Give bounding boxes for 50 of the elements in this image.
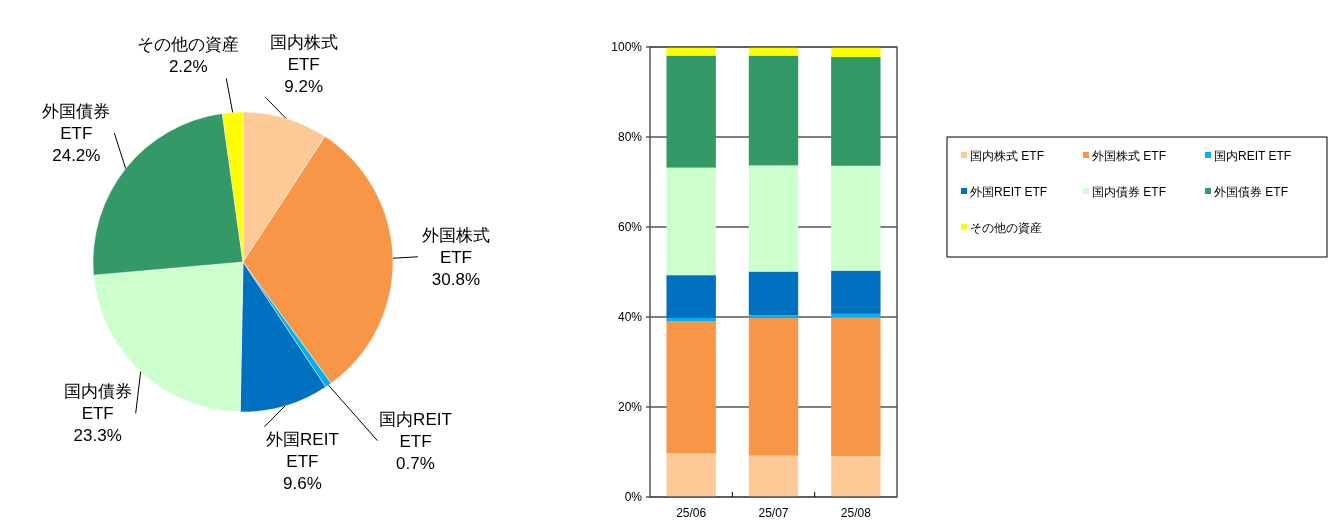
legend-label: その他の資産 (970, 221, 1042, 235)
bar (666, 321, 716, 454)
y-tick-label: 100% (611, 40, 643, 54)
bar (666, 275, 716, 318)
bar (831, 270, 881, 314)
bar (831, 456, 881, 497)
x-tick-label: 25/08 (840, 506, 872, 520)
data-label: 9.6% (283, 473, 322, 493)
data-label: 9.2% (284, 76, 324, 96)
legend-label: 国内債券 ETF (1092, 185, 1166, 199)
bar (666, 55, 716, 168)
data-label: 23.3% (73, 426, 122, 446)
bar (748, 47, 799, 56)
bar (831, 317, 881, 457)
x-tick-label: 25/07 (758, 506, 789, 520)
legend-label: 国内REIT ETF (1214, 149, 1292, 163)
legend-label: 外国債券 ETF (1214, 185, 1288, 199)
bar (748, 271, 799, 316)
bar (831, 165, 881, 271)
slice-label: その他の資産 (137, 35, 240, 55)
bar (748, 55, 799, 166)
slice-label: 外国株式 ETF (421, 225, 490, 267)
bar (666, 167, 716, 276)
slice-label: 外国債券 ETF (42, 102, 111, 144)
y-tick-label: 80% (617, 130, 643, 144)
y-tick-label: 0% (624, 490, 643, 504)
bar (831, 56, 881, 166)
data-label: 30.8% (431, 269, 481, 289)
y-tick-label: 20% (617, 400, 643, 414)
legend-label: 外国REIT ETF (970, 185, 1048, 199)
bar (666, 453, 716, 497)
data-label: 0.7% (396, 453, 435, 473)
data-label: 24.2% (52, 146, 101, 166)
bar (666, 317, 716, 322)
y-tick-label: 40% (617, 310, 643, 324)
slice-label: 国内債券 ETF (63, 382, 132, 424)
slice-label: 外国REIT ETF (266, 429, 339, 471)
slice-label: 国内REIT ETF (379, 409, 452, 451)
y-tick-label: 60% (617, 220, 643, 234)
slice-label: 国内株式 ETF (269, 32, 338, 74)
bar (666, 47, 716, 56)
bar (748, 315, 799, 318)
x-tick-label: 25/06 (676, 506, 707, 520)
bar (748, 455, 799, 497)
bar (748, 165, 799, 272)
data-label: 2.2% (168, 57, 208, 77)
legend-label: 外国株式 ETF (1092, 149, 1166, 163)
bar (831, 47, 881, 57)
bar (748, 317, 799, 456)
legend-label: 国内株式 ETF (970, 149, 1044, 163)
